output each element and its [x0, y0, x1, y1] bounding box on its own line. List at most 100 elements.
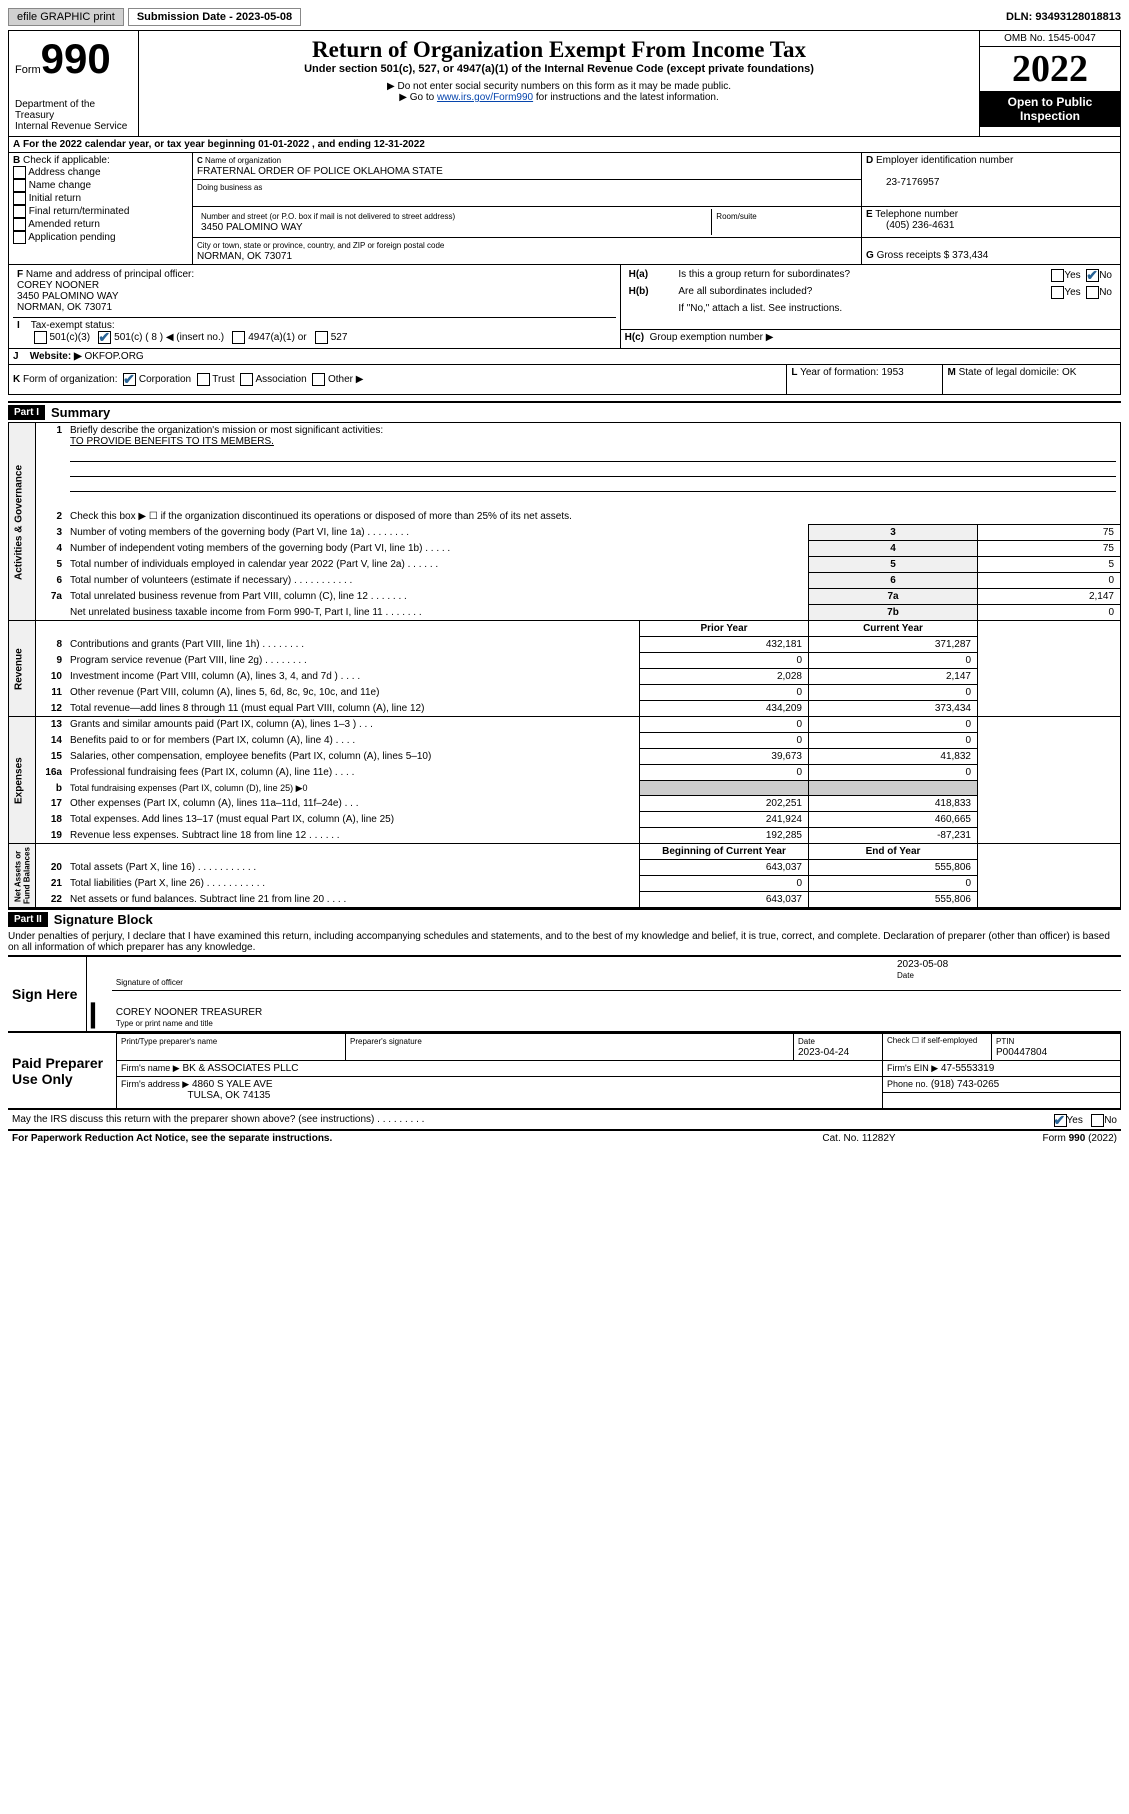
- exp-row: 16aProfessional fundraising fees (Part I…: [9, 765, 1121, 781]
- year-formation: 1953: [881, 367, 903, 378]
- signature-block: Sign Here ▎ Signature of officer 2023-05…: [8, 955, 1121, 1033]
- rev-row: 10Investment income (Part VIII, column (…: [9, 669, 1121, 685]
- cb-name-change[interactable]: Name change: [13, 180, 91, 191]
- cb-association[interactable]: Association: [240, 374, 306, 385]
- part-ii-header: Part II Signature Block: [8, 908, 1121, 929]
- cb-initial-return[interactable]: Initial return: [13, 193, 81, 204]
- discuss-row: May the IRS discuss this return with the…: [8, 1112, 1121, 1129]
- dept-label: Department of the Treasury Internal Reve…: [15, 99, 132, 132]
- form-subtitle-1: Under section 501(c), 527, or 4947(a)(1)…: [145, 63, 973, 75]
- form-subtitle-3: ▶ Go to www.irs.gov/Form990 for instruct…: [145, 92, 973, 103]
- officer-street: 3450 PALOMINO WAY: [17, 291, 119, 302]
- ha-label: Is this a group return for subordinates?: [674, 267, 994, 284]
- section-b-label: Check if applicable:: [23, 155, 110, 166]
- gross-receipts: 373,434: [952, 250, 988, 261]
- officer-name: COREY NOONER: [17, 280, 99, 291]
- city-value: NORMAN, OK 73071: [197, 251, 292, 262]
- firm-address-1: 4860 S YALE AVE: [192, 1079, 273, 1090]
- vlabel-revenue: Revenue: [9, 621, 36, 717]
- cb-527[interactable]: 527: [315, 332, 347, 343]
- cb-4947[interactable]: 4947(a)(1) or: [232, 332, 306, 343]
- gov-row: Net unrelated business taxable income fr…: [9, 605, 1121, 621]
- hb-label: Are all subordinates included?: [674, 284, 994, 301]
- q1-label: Briefly describe the organization's miss…: [70, 425, 383, 436]
- ptin-value: P00447804: [996, 1047, 1047, 1058]
- tax-year: 2022: [980, 47, 1120, 91]
- sig-date: 2023-05-08: [897, 959, 948, 970]
- gov-row: 7aTotal unrelated business revenue from …: [9, 589, 1121, 605]
- hb-no[interactable]: No: [1086, 287, 1112, 298]
- firm-address-2: TULSA, OK 74135: [188, 1090, 271, 1101]
- cb-final-return[interactable]: Final return/terminated: [13, 206, 129, 217]
- ein-value: 23-7176957: [866, 177, 939, 188]
- vlabel-expenses: Expenses: [9, 717, 36, 844]
- net-row: 21Total liabilities (Part X, line 26) . …: [9, 876, 1121, 892]
- form-number: Form990: [15, 35, 132, 83]
- net-row: 22Net assets or fund balances. Subtract …: [9, 892, 1121, 908]
- sign-here-label: Sign Here: [8, 956, 87, 1032]
- ha-no[interactable]: No: [1086, 270, 1112, 281]
- header-grid: B Check if applicable: Address change Na…: [8, 153, 1121, 265]
- omb-number: OMB No. 1545-0047: [980, 31, 1120, 47]
- cb-amended-return[interactable]: Amended return: [13, 219, 100, 230]
- form-subtitle-2: ▶ Do not enter social security numbers o…: [145, 81, 973, 92]
- cb-501c3[interactable]: 501(c)(3): [34, 332, 90, 343]
- gov-row: 6Total number of volunteers (estimate if…: [9, 573, 1121, 589]
- officer-city: NORMAN, OK 73071: [17, 302, 112, 313]
- firm-ein: 47-5553319: [941, 1063, 994, 1074]
- footer-cat: Cat. No. 11282Y: [755, 1131, 963, 1146]
- net-row: 20Total assets (Part X, line 16) . . . .…: [9, 860, 1121, 876]
- officer-h-block: F Name and address of principal officer:…: [8, 265, 1121, 365]
- exp-row: 18Total expenses. Add lines 13–17 (must …: [9, 812, 1121, 828]
- exp-row: bTotal fundraising expenses (Part IX, co…: [9, 781, 1121, 796]
- gov-row: 3Number of voting members of the governi…: [9, 525, 1121, 541]
- line-a: A For the 2022 calendar year, or tax yea…: [8, 137, 1121, 153]
- paid-preparer-block: Paid Preparer Use Only Print/Type prepar…: [8, 1033, 1121, 1110]
- gov-row: 5Total number of individuals employed in…: [9, 557, 1121, 573]
- cb-other[interactable]: Other ▶: [312, 374, 363, 385]
- top-bar: efile GRAPHIC print Submission Date - 20…: [8, 8, 1121, 26]
- exp-row: 15Salaries, other compensation, employee…: [9, 749, 1121, 765]
- state-domicile: OK: [1062, 367, 1076, 378]
- cb-application-pending[interactable]: Application pending: [13, 232, 116, 243]
- cb-corporation[interactable]: Corporation: [123, 374, 191, 385]
- submission-date: Submission Date - 2023-05-08: [128, 8, 301, 26]
- cb-501c[interactable]: 501(c) ( 8 ) ◀ (insert no.): [98, 332, 224, 343]
- rev-row: 12Total revenue—add lines 8 through 11 (…: [9, 701, 1121, 717]
- instructions-link[interactable]: www.irs.gov/Form990: [437, 92, 533, 103]
- ha-yes[interactable]: Yes: [1051, 270, 1080, 281]
- paid-preparer-label: Paid Preparer Use Only: [8, 1034, 117, 1110]
- sig-officer-label: Signature of officer: [116, 978, 183, 987]
- mission-text: TO PROVIDE BENEFITS TO ITS MEMBERS.: [70, 436, 274, 447]
- firm-name: BK & ASSOCIATES PLLC: [182, 1063, 298, 1074]
- phone-label: Telephone number: [875, 209, 958, 220]
- rev-row: 11Other revenue (Part VIII, column (A), …: [9, 685, 1121, 701]
- vlabel-netassets: Net Assets or Fund Balances: [9, 844, 36, 908]
- discuss-question: May the IRS discuss this return with the…: [8, 1112, 973, 1129]
- efile-print-button[interactable]: efile GRAPHIC print: [8, 8, 124, 26]
- discuss-yes[interactable]: Yes: [1054, 1115, 1083, 1126]
- k-l-m-row: K Form of organization: Corporation Trus…: [8, 365, 1121, 395]
- hb-yes[interactable]: Yes: [1051, 287, 1080, 298]
- hc-label: Group exemption number ▶: [650, 332, 774, 343]
- form-title: Return of Organization Exempt From Incom…: [145, 37, 973, 63]
- phone-value: (405) 236-4631: [866, 220, 954, 231]
- cb-address-change[interactable]: Address change: [13, 167, 101, 178]
- q2-text: Check this box ▶ ☐ if the organization d…: [66, 509, 1121, 525]
- gov-row: 4Number of independent voting members of…: [9, 541, 1121, 557]
- cb-trust[interactable]: Trust: [197, 374, 235, 385]
- rev-row: 9Program service revenue (Part VIII, lin…: [9, 653, 1121, 669]
- officer-name-title: COREY NOONER TREASURER: [116, 1007, 262, 1018]
- part-i-table: Activities & Governance 1 Briefly descri…: [8, 422, 1121, 908]
- perjury-declaration: Under penalties of perjury, I declare th…: [8, 929, 1121, 955]
- discuss-no[interactable]: No: [1091, 1115, 1117, 1126]
- org-name: FRATERNAL ORDER OF POLICE OKLAHOMA STATE: [197, 166, 443, 177]
- self-employed-check[interactable]: Check ☐ if self-employed: [883, 1034, 992, 1061]
- footer-form: Form 990 (2022): [963, 1131, 1121, 1146]
- firm-phone: (918) 743-0265: [931, 1079, 999, 1090]
- part-i-header: Part I Summary: [8, 401, 1121, 422]
- exp-row: 19Revenue less expenses. Subtract line 1…: [9, 828, 1121, 844]
- exp-row: 14Benefits paid to or for members (Part …: [9, 733, 1121, 749]
- preparer-date: 2023-04-24: [798, 1047, 849, 1058]
- dln: DLN: 93493128018813: [1006, 11, 1121, 23]
